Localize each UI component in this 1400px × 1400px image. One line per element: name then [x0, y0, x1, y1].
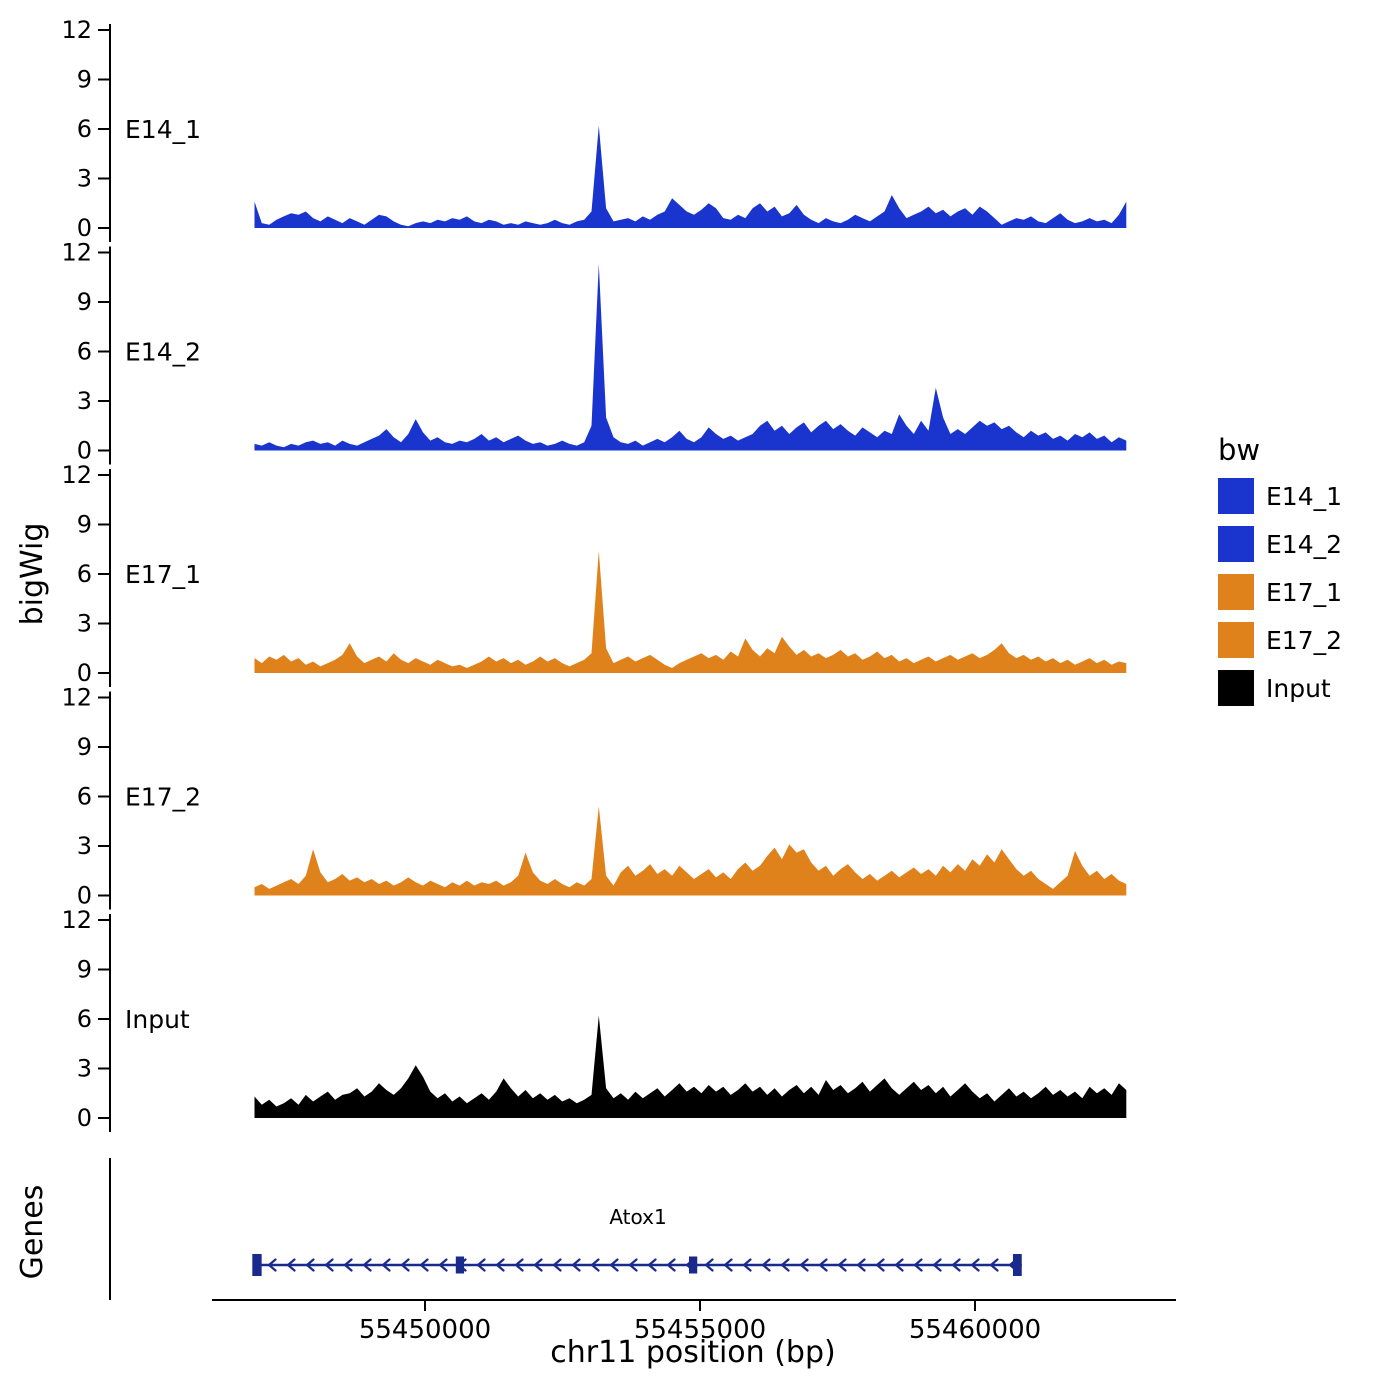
gene-label: Atox1 [609, 1205, 666, 1229]
y-tick-label: 6 [77, 783, 92, 811]
exon-box [1012, 1254, 1022, 1276]
y-tick-label: 12 [61, 16, 92, 44]
track-label-E17_2: E17_2 [125, 783, 201, 812]
strand-arrow-icon [419, 1258, 429, 1272]
exon-box [455, 1256, 465, 1274]
strand-arrow-icon [723, 1258, 733, 1272]
legend-label-E17_1: E17_1 [1266, 578, 1342, 607]
strand-arrow-icon [362, 1258, 372, 1272]
y-tick-label: 0 [77, 882, 92, 910]
y-tick-label: 9 [77, 511, 92, 539]
y-tick-label: 6 [77, 1005, 92, 1033]
y-tick-label: 0 [77, 214, 92, 242]
strand-arrow-icon [894, 1258, 904, 1272]
genes-axis-title: Genes [15, 1185, 50, 1280]
strand-arrow-icon [856, 1258, 866, 1272]
strand-arrow-icon [533, 1258, 543, 1272]
coverage-area-E14_2 [254, 264, 1127, 451]
strand-arrow-icon [552, 1258, 562, 1272]
strand-arrow-icon [267, 1258, 277, 1272]
strand-arrow-icon [609, 1258, 619, 1272]
strand-arrow-icon [590, 1258, 600, 1272]
strand-arrow-icon [628, 1258, 638, 1272]
strand-arrow-icon [495, 1258, 505, 1272]
y-tick-label: 12 [61, 461, 92, 489]
coverage-area-E17_1 [254, 550, 1127, 673]
exon-box [689, 1256, 698, 1274]
legend-label-Input: Input [1266, 674, 1331, 703]
exon-box [252, 1254, 262, 1276]
y-tick-label: 12 [61, 239, 92, 267]
y-tick-label: 3 [77, 610, 92, 638]
coverage-area-E17_2 [254, 806, 1127, 896]
y-tick-label: 0 [77, 659, 92, 687]
x-axis-title: chr11 position (bp) [550, 1335, 835, 1370]
strand-arrow-icon [799, 1258, 809, 1272]
strand-arrow-icon [704, 1258, 714, 1272]
strand-arrow-icon [343, 1258, 353, 1272]
strand-arrow-icon [381, 1258, 391, 1272]
strand-arrow-icon [286, 1258, 296, 1272]
y-tick-label: 12 [61, 906, 92, 934]
y-tick-label: 3 [77, 165, 92, 193]
y-tick-label: 6 [77, 560, 92, 588]
y-tick-label: 3 [77, 387, 92, 415]
y-tick-label: 3 [77, 832, 92, 860]
coverage-area-E14_1 [254, 125, 1127, 228]
track-label-E14_1: E14_1 [125, 115, 201, 144]
y-axis-title: bigWig [15, 523, 50, 626]
strand-arrow-icon [324, 1258, 334, 1272]
strand-arrow-icon [666, 1258, 676, 1272]
legend-swatch-E17_1 [1218, 574, 1254, 610]
strand-arrow-icon [742, 1258, 752, 1272]
strand-arrow-icon [932, 1258, 942, 1272]
strand-arrow-icon [837, 1258, 847, 1272]
legend-swatch-E17_2 [1218, 622, 1254, 658]
strand-arrow-icon [400, 1258, 410, 1272]
y-tick-label: 6 [77, 115, 92, 143]
x-tick-label: 55455000 [634, 1315, 766, 1345]
y-tick-label: 9 [77, 288, 92, 316]
strand-arrow-icon [438, 1258, 448, 1272]
strand-arrow-icon [571, 1258, 581, 1272]
strand-arrow-icon [476, 1258, 486, 1272]
strand-arrow-icon [970, 1258, 980, 1272]
legend-swatch-E14_2 [1218, 526, 1254, 562]
legend-swatch-E14_1 [1218, 478, 1254, 514]
strand-arrow-icon [913, 1258, 923, 1272]
y-tick-label: 9 [77, 66, 92, 94]
strand-arrow-icon [875, 1258, 885, 1272]
x-tick-label: 55460000 [909, 1315, 1041, 1345]
strand-arrow-icon [780, 1258, 790, 1272]
y-tick-label: 0 [77, 1104, 92, 1132]
strand-arrow-icon [761, 1258, 771, 1272]
strand-arrow-icon [951, 1258, 961, 1272]
y-tick-label: 12 [61, 684, 92, 712]
track-label-E17_1: E17_1 [125, 560, 201, 589]
strand-arrow-icon [647, 1258, 657, 1272]
legend-swatch-Input [1218, 670, 1254, 706]
strand-arrow-icon [514, 1258, 524, 1272]
y-tick-label: 6 [77, 338, 92, 366]
legend-label-E17_2: E17_2 [1266, 626, 1342, 655]
strand-arrow-icon [989, 1258, 999, 1272]
legend-label-E14_1: E14_1 [1266, 482, 1342, 511]
track-label-Input: Input [125, 1005, 190, 1034]
y-tick-label: 0 [77, 437, 92, 465]
dynamic-layer: 0 3 6 9 12 E14_1 0 3 6 9 12 E14_2 0 3 6 9 12 E17_1 0 3 6 9 12 E… [61, 16, 1342, 1345]
legend-title: bw [1218, 433, 1260, 467]
legend-label-E14_2: E14_2 [1266, 530, 1342, 559]
strand-arrow-icon [305, 1258, 315, 1272]
y-tick-label: 9 [77, 733, 92, 761]
x-tick-label: 55450000 [359, 1315, 491, 1345]
strand-arrow-icon [818, 1258, 828, 1272]
y-tick-label: 9 [77, 956, 92, 984]
coverage-area-Input [254, 1015, 1127, 1118]
track-label-E14_2: E14_2 [125, 338, 201, 367]
y-tick-label: 3 [77, 1055, 92, 1083]
